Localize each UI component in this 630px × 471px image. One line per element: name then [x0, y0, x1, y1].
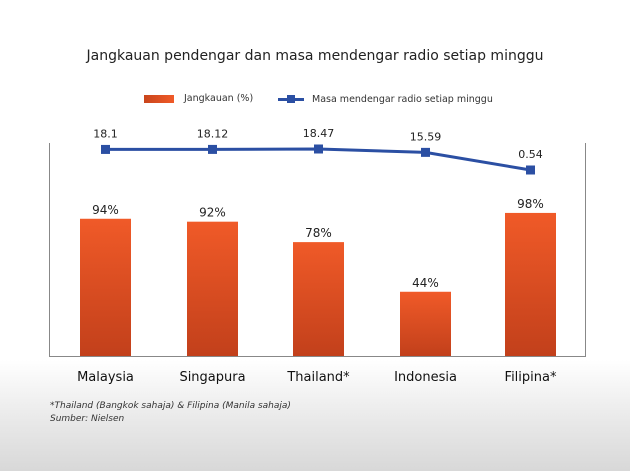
x-tick-label: Singapura [179, 370, 245, 385]
line-marker [208, 144, 217, 154]
line-marker [101, 144, 110, 154]
bar-data-label: 44% [412, 276, 439, 290]
x-tick-label: Thailand* [286, 370, 350, 385]
line-marker [314, 144, 323, 154]
line-data-label: 0.54 [518, 148, 543, 161]
legend-label: Masa mendengar radio setiap minggu [312, 93, 493, 105]
line-data-label: 15.59 [410, 130, 442, 143]
x-tick-label: Indonesia [394, 370, 457, 385]
bar-data-label: 94% [92, 203, 119, 217]
bar [505, 212, 556, 356]
legend-item-reach: Jangkauan (%) [144, 93, 253, 104]
source-note: Sumber: Nielsen [50, 414, 125, 424]
line-data-label: 18.47 [303, 127, 335, 140]
legend-item-time: Masa mendengar radio setiap minggu [278, 93, 493, 105]
line-marker [421, 147, 430, 157]
x-tick-label: Malaysia [77, 370, 134, 385]
bar [400, 291, 451, 356]
line-marker [526, 165, 535, 175]
legend-bar-swatch [144, 94, 174, 103]
chart-title: Jangkauan pendengar dan masa mendengar r… [86, 48, 544, 64]
bar-data-label: 92% [199, 206, 226, 220]
x-tick-label: Filipina* [505, 370, 557, 385]
bar-data-label: 98% [517, 197, 544, 211]
bar-data-label: 78% [305, 226, 332, 240]
legend-line-swatch [278, 93, 304, 105]
bar [293, 242, 344, 356]
line-data-label: 18.1 [93, 127, 118, 140]
bar [80, 218, 131, 356]
legend-label: Jangkauan (%) [184, 93, 254, 104]
footnote: *Thailand (Bangkok sahaja) & Filipina (M… [50, 401, 291, 411]
bar [187, 221, 238, 356]
line-data-label: 18.12 [197, 127, 229, 140]
